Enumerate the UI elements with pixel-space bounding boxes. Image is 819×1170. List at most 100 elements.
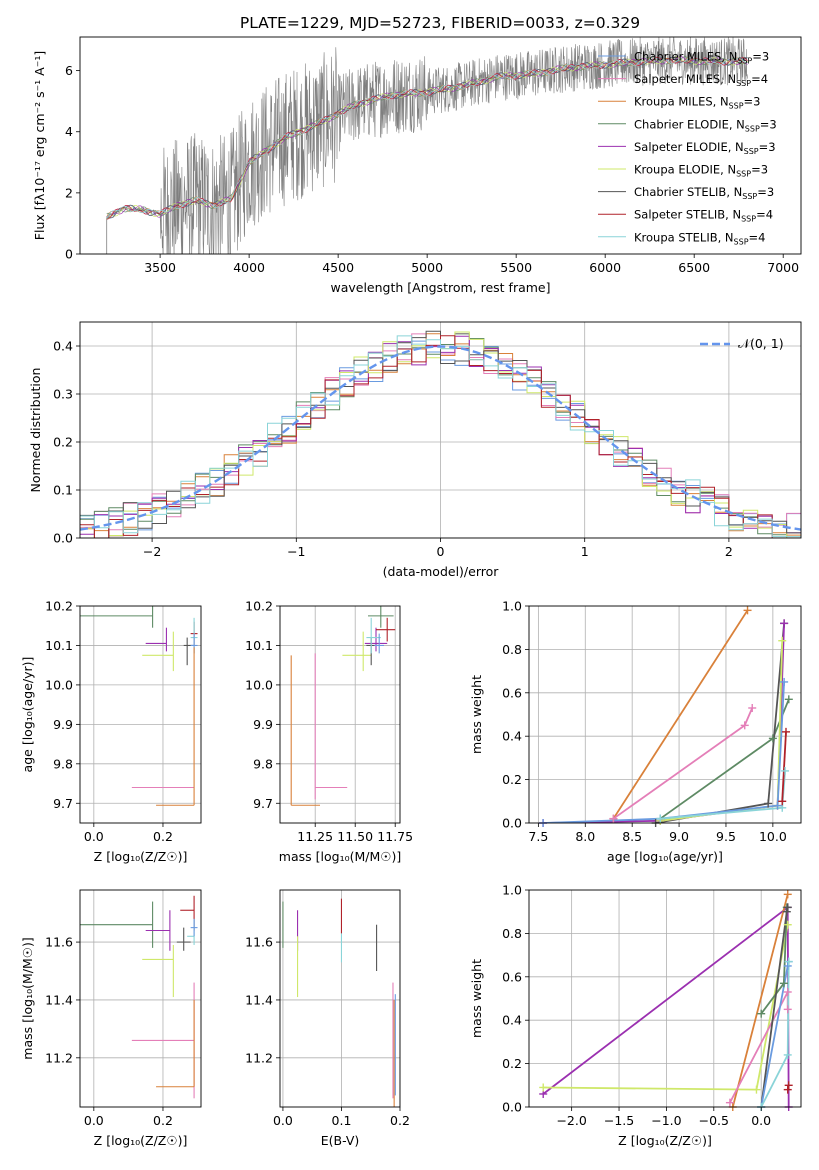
gaussian-curve bbox=[80, 345, 801, 531]
weight_vs_age-frame bbox=[528, 605, 802, 824]
model-line bbox=[106, 56, 748, 219]
x-axis-label: E(B-V) bbox=[321, 1133, 360, 1148]
y-tick-label: 0.8 bbox=[502, 926, 522, 941]
legend-label: Kroupa STELIB, NSSP=4 bbox=[634, 230, 765, 246]
x-tick-label: −1.0 bbox=[651, 1113, 681, 1128]
x-tick-label: −0.5 bbox=[699, 1113, 729, 1128]
x-tick-label: 5000 bbox=[411, 260, 443, 275]
x-tick-label: 0.2 bbox=[153, 829, 173, 844]
x-tick-label: −2.0 bbox=[556, 1113, 586, 1128]
x-tick-label: 6500 bbox=[678, 260, 710, 275]
y-tick-label: 0.6 bbox=[502, 969, 522, 984]
x-tick-label: 0.0 bbox=[273, 1113, 293, 1128]
age_vs_mass-plot-area bbox=[280, 606, 400, 823]
y-tick-label: 1.0 bbox=[502, 599, 522, 614]
weight_vs_Z-plot-area bbox=[529, 890, 801, 1107]
y-axis-label: mass weight bbox=[469, 959, 484, 1038]
x-axis-label: Z [log₁₀(Z/Z☉)] bbox=[94, 1133, 188, 1148]
y-axis-label: mass weight bbox=[469, 675, 484, 754]
x-tick-label: 11.75 bbox=[377, 829, 413, 844]
legend-label: Salpeter MILES, NSSP=4 bbox=[634, 72, 768, 88]
y-tick-label: 10.2 bbox=[45, 599, 73, 614]
residuals-plot-area bbox=[80, 322, 801, 538]
age_vs_Z-plot-area bbox=[80, 606, 201, 823]
y-tick-label: 0.6 bbox=[502, 685, 522, 700]
age_vs_mass-frame bbox=[279, 605, 401, 824]
x-tick-label: 9.5 bbox=[716, 829, 736, 844]
x-axis-label: Z [log₁₀(Z/Z☉)] bbox=[94, 849, 188, 864]
x-tick-label: 2 bbox=[725, 544, 733, 559]
y-tick-label: 9.9 bbox=[253, 717, 273, 732]
mass_vs_ebv-plot-area bbox=[280, 890, 400, 1107]
x-axis-label: wavelength [Angstrom, rest frame] bbox=[330, 280, 550, 295]
x-tick-label: 8.5 bbox=[622, 829, 642, 844]
y-tick-label: 9.8 bbox=[53, 756, 73, 771]
weight-line bbox=[760, 907, 788, 1015]
legend-label: Chabrier ELODIE, NSSP=3 bbox=[634, 117, 777, 133]
y-tick-label: 0.2 bbox=[502, 1056, 522, 1071]
x-tick-label: −2 bbox=[143, 544, 161, 559]
y-tick-label: 10.0 bbox=[245, 677, 273, 692]
x-tick-label: 7.5 bbox=[528, 829, 548, 844]
legend-sub: SSP bbox=[744, 147, 759, 156]
y-tick-label: 9.9 bbox=[53, 717, 73, 732]
x-tick-label: 0.1 bbox=[332, 1113, 352, 1128]
y-tick-label: 0.2 bbox=[502, 772, 522, 787]
legend-sub: SSP bbox=[736, 79, 751, 88]
x-tick-label: 8.0 bbox=[575, 829, 595, 844]
legend-rest: =3 bbox=[760, 117, 777, 131]
mass_vs_ebv-frame bbox=[279, 889, 401, 1108]
x-tick-label: 0.2 bbox=[390, 1113, 410, 1128]
y-tick-label: 0.4 bbox=[53, 339, 73, 354]
x-tick-label: 1 bbox=[581, 544, 589, 559]
x-tick-label: 7000 bbox=[767, 260, 799, 275]
weight_vs_age-plot-area bbox=[529, 606, 801, 823]
age_vs_Z-frame bbox=[79, 605, 202, 824]
x-axis-label: age [log₁₀(age/yr)] bbox=[607, 849, 723, 864]
y-tick-label: 11.6 bbox=[45, 935, 73, 950]
y-tick-label: 0.4 bbox=[502, 729, 522, 744]
y-tick-label: 11.2 bbox=[45, 1050, 73, 1065]
y-tick-label: 0.0 bbox=[502, 816, 522, 831]
legend-sub: SSP bbox=[737, 57, 752, 66]
y-tick-label: 1.0 bbox=[502, 883, 522, 898]
y-tick-label: 10.0 bbox=[45, 677, 73, 692]
y-tick-label: 0.2 bbox=[53, 435, 73, 450]
legend-rest: =4 bbox=[751, 72, 768, 86]
y-tick-label: 9.8 bbox=[253, 756, 273, 771]
mass_vs_Z-frame bbox=[79, 889, 202, 1108]
y-tick-label: 10.2 bbox=[245, 599, 273, 614]
x-axis-label: mass [log₁₀(M/M☉)] bbox=[279, 849, 401, 864]
figure-title: PLATE=1229, MJD=52723, FIBERID=0033, z=0… bbox=[240, 14, 640, 32]
legend-label: 𝒩(0, 1) bbox=[738, 336, 784, 351]
y-axis-label: Flux [fλ10⁻¹⁷ erg cm⁻² s⁻¹ A⁻¹] bbox=[32, 51, 47, 240]
residual-histogram bbox=[80, 335, 801, 538]
y-tick-label: 11.6 bbox=[245, 935, 273, 950]
weight-line bbox=[543, 924, 789, 1091]
weight_vs_Z-frame bbox=[528, 889, 802, 1108]
x-tick-label: 0.2 bbox=[153, 1113, 173, 1128]
x-tick-label: 11.25 bbox=[297, 829, 333, 844]
mass_vs_Z-plot-area bbox=[80, 890, 201, 1107]
x-tick-label: 11.50 bbox=[337, 829, 373, 844]
y-tick-label: 0.4 bbox=[502, 1013, 522, 1028]
x-tick-label: 4500 bbox=[322, 260, 354, 275]
spectrum-frame bbox=[79, 36, 802, 255]
legend-label: Chabrier STELIB, NSSP=3 bbox=[634, 185, 774, 201]
x-tick-label: 6000 bbox=[589, 260, 621, 275]
weight-line bbox=[781, 731, 787, 802]
x-tick-label: −1.5 bbox=[604, 1113, 634, 1128]
y-tick-label: 0.0 bbox=[53, 531, 73, 546]
y-tick-label: 4 bbox=[65, 124, 73, 139]
x-tick-label: 5500 bbox=[500, 260, 532, 275]
y-tick-label: 6 bbox=[65, 63, 73, 78]
legend-label: Chabrier MILES, NSSP=3 bbox=[634, 50, 769, 66]
y-tick-label: 10.1 bbox=[45, 638, 73, 653]
y-tick-label: 0.3 bbox=[53, 387, 73, 402]
x-tick-label: 0.0 bbox=[84, 1113, 104, 1128]
weight-line bbox=[612, 609, 749, 820]
y-tick-label: 9.7 bbox=[53, 796, 73, 811]
x-tick-label: 0 bbox=[437, 544, 445, 559]
y-tick-label: 9.7 bbox=[253, 796, 273, 811]
